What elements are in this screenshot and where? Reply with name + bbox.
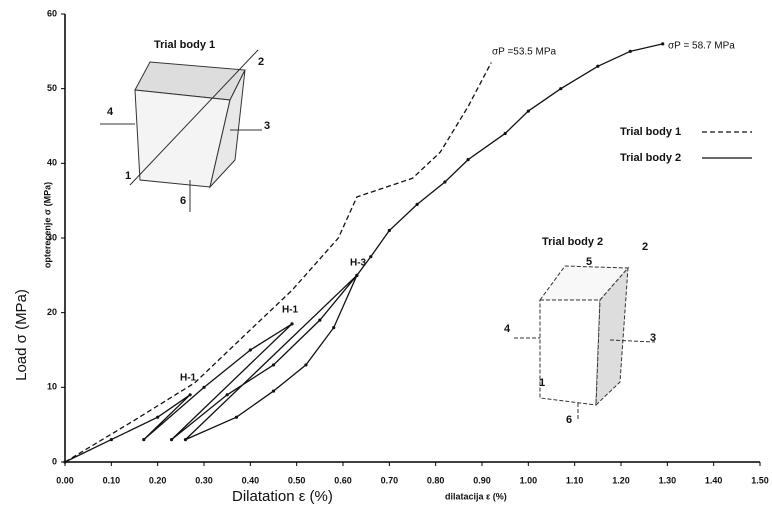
- data-point: [272, 389, 275, 392]
- data-point: [304, 363, 307, 366]
- inset-label: 6: [180, 195, 186, 207]
- annotation: σP = 58.7 MPa: [668, 41, 735, 52]
- data-point: [661, 42, 664, 45]
- data-point: [272, 363, 275, 366]
- inset-label: 3: [264, 120, 270, 132]
- data-point: [184, 438, 187, 441]
- y-axis-label: opterecenje σ (MPa): [42, 182, 52, 268]
- data-point: [629, 50, 632, 53]
- data-point: [142, 438, 145, 441]
- data-point: [467, 158, 470, 161]
- chart: 0.00 0.10 0.20 0.30 0.40 0.50 0.60 0.70 0.80 0.90…: [0, 0, 772, 510]
- inset-label: 2: [642, 241, 648, 253]
- y-tick-label: 60: [47, 8, 57, 18]
- data-point: [170, 438, 173, 441]
- data-point: [443, 180, 446, 183]
- legend-label: Trial body 2: [620, 152, 681, 164]
- annotation: H-1: [180, 373, 197, 384]
- x-axis-label: dilatacija ε (%): [445, 491, 507, 501]
- x-tick-label: 1.00: [520, 475, 538, 485]
- annotation: σP =53.5 MPa: [492, 47, 557, 58]
- x-tick-label: 0.90: [473, 475, 491, 485]
- data-point: [332, 326, 335, 329]
- x-tick-label: 0.60: [334, 475, 352, 485]
- y-tick-label: 40: [47, 158, 57, 168]
- inset-title: Trial body 2: [542, 236, 603, 248]
- inset-label: 1: [125, 170, 131, 182]
- y-tick-label: 0: [52, 456, 57, 466]
- data-point: [596, 65, 599, 68]
- data-point: [189, 393, 192, 396]
- data-point: [290, 322, 293, 325]
- x-tick-label: 0.50: [288, 475, 306, 485]
- data-point: [226, 393, 229, 396]
- inset-title: Trial body 1: [154, 39, 215, 51]
- inset-label: 4: [504, 323, 511, 335]
- y-tick-label: 10: [47, 382, 57, 392]
- data-point: [110, 438, 113, 441]
- x-tick-label: 0.40: [242, 475, 260, 485]
- page: {"chart_data": {"type": "line", "x_label…: [0, 0, 772, 510]
- data-point: [235, 416, 238, 419]
- legend-label: Trial body 1: [620, 126, 681, 138]
- inset-label: 1: [539, 377, 545, 389]
- inset-drawing-2: [514, 266, 655, 420]
- inset-label: 2: [258, 56, 264, 68]
- x-tick-label: 0.10: [103, 475, 121, 485]
- x-tick-label: 1.40: [705, 475, 723, 485]
- data-point: [156, 416, 159, 419]
- x-tick-label: 1.10: [566, 475, 584, 485]
- x-tick-label: 1.50: [751, 475, 769, 485]
- y-axis-label-en: Load σ (MPa): [13, 289, 30, 381]
- data-point: [202, 386, 205, 389]
- data-point: [63, 460, 66, 463]
- x-tick-label: 1.30: [659, 475, 677, 485]
- annotation: H-3: [350, 258, 367, 269]
- data-point: [527, 109, 530, 112]
- inset-label: 5: [586, 256, 592, 268]
- data-point: [388, 229, 391, 232]
- x-tick-label: 1.20: [612, 475, 630, 485]
- data-point: [249, 348, 252, 351]
- inset-label: 3: [650, 332, 656, 344]
- series-line: [65, 63, 491, 462]
- x-tick-label: 0.80: [427, 475, 445, 485]
- data-point: [355, 274, 358, 277]
- data-point: [318, 319, 321, 322]
- inset-drawing-1: [100, 50, 262, 212]
- y-tick-label: 50: [47, 83, 57, 93]
- y-tick-label: 20: [47, 307, 57, 317]
- x-tick-label: 0.70: [381, 475, 399, 485]
- annotation: H-1: [282, 305, 299, 316]
- data-point: [416, 203, 419, 206]
- inset-label: 4: [107, 106, 114, 118]
- x-tick-label: 0.00: [56, 475, 74, 485]
- data-point: [369, 255, 372, 258]
- data-point: [504, 132, 507, 135]
- x-tick-label: 0.20: [149, 475, 167, 485]
- data-point: [559, 87, 562, 90]
- x-axis-label-en: Dilatation ε (%): [232, 488, 333, 505]
- x-tick-label: 0.30: [195, 475, 213, 485]
- inset-label: 6: [566, 414, 572, 426]
